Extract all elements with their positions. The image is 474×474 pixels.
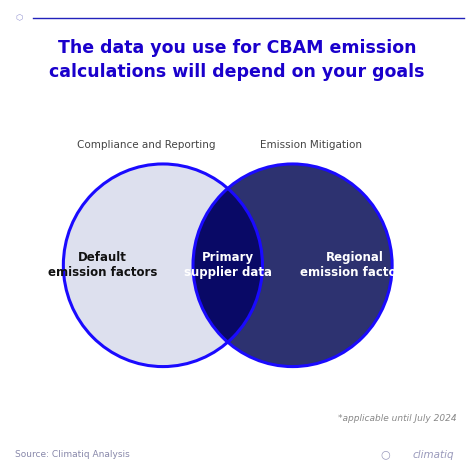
Text: *applicable until July 2024: *applicable until July 2024	[338, 414, 457, 423]
Circle shape	[193, 164, 392, 366]
Circle shape	[64, 164, 263, 366]
Text: The data you use for CBAM emission
calculations will depend on your goals: The data you use for CBAM emission calcu…	[49, 39, 425, 81]
Text: Emission Mitigation: Emission Mitigation	[260, 140, 362, 150]
Text: Source: Climatiq Analysis: Source: Climatiq Analysis	[15, 450, 129, 459]
Text: Regional
emission factors: Regional emission factors	[301, 251, 410, 279]
Text: Compliance and Reporting: Compliance and Reporting	[77, 140, 216, 150]
Circle shape	[64, 164, 263, 366]
Text: Default
emission factors: Default emission factors	[48, 251, 157, 279]
Text: climatiq: climatiq	[413, 450, 455, 460]
Text: ○: ○	[380, 450, 390, 460]
Text: ⬡: ⬡	[16, 13, 23, 22]
Text: Primary
supplier data: Primary supplier data	[184, 251, 272, 279]
